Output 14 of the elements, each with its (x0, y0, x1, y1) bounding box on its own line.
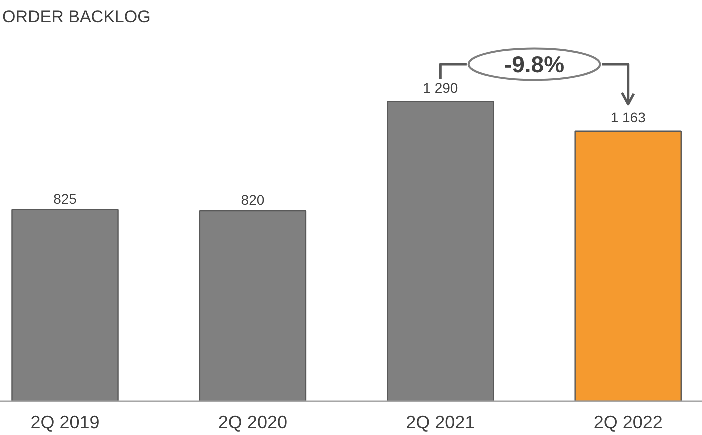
chart-title: ORDER BACKLOG (2, 8, 151, 26)
bar (199, 210, 307, 402)
x-tick-label: 2Q 2020 (218, 412, 288, 432)
text: -9.8% (504, 51, 565, 78)
bar (387, 101, 494, 402)
x-tick-label: 2Q 2019 (30, 412, 100, 432)
bar (12, 209, 119, 402)
x-tick-label: 2Q 2021 (406, 412, 476, 432)
x-tick-label: 2Q 2022 (594, 412, 663, 432)
bar (574, 130, 682, 402)
data-label: 1 290 (423, 80, 458, 96)
data-label: 820 (241, 192, 265, 208)
data-label: 1 163 (610, 109, 646, 126)
data-label: 825 (54, 190, 78, 207)
